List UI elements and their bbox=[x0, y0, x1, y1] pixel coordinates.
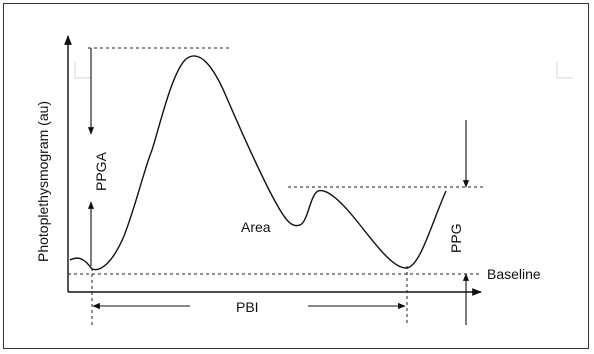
ppg-label: PPG bbox=[448, 223, 464, 253]
corner-mark-right bbox=[556, 62, 573, 79]
y-axis-label: Photoplethysmogram (au) bbox=[35, 101, 51, 262]
area-label: Area bbox=[241, 219, 271, 235]
pbi-label: PBI bbox=[236, 299, 259, 315]
baseline-label: Baseline bbox=[487, 266, 541, 282]
corner-mark-left bbox=[74, 62, 91, 79]
ppg-waveform bbox=[69, 55, 447, 271]
ppga-label: PPGA bbox=[93, 151, 109, 191]
